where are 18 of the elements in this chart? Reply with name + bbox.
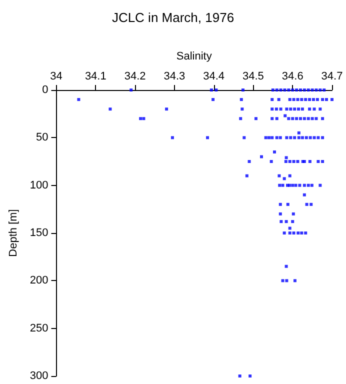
y-tick-label: 0 bbox=[42, 84, 48, 96]
x-tick-label: 34.6 bbox=[282, 70, 304, 82]
x-tick-label: 34.2 bbox=[124, 70, 146, 82]
chart-title: JCLC in March, 1976 bbox=[112, 10, 234, 25]
y-tick-label: 50 bbox=[36, 132, 48, 144]
y-tick-label: 100 bbox=[30, 179, 48, 192]
x-tick-label: 34.3 bbox=[164, 70, 186, 82]
x-tick-label: 34 bbox=[50, 70, 62, 82]
x-tick-label: 34.5 bbox=[242, 70, 264, 82]
x-axis-title: Salinity bbox=[176, 50, 212, 62]
x-tick-label: 34.7 bbox=[321, 70, 343, 82]
y-tick-label: 200 bbox=[30, 274, 48, 287]
y-axis-title: Depth [m] bbox=[8, 209, 20, 257]
x-tick-label: 34.4 bbox=[203, 70, 225, 82]
y-tick-label: 300 bbox=[30, 370, 48, 382]
y-tick-label: 150 bbox=[30, 227, 48, 239]
y-tick-label: 250 bbox=[30, 322, 48, 334]
x-tick-label: 34.1 bbox=[84, 70, 106, 82]
